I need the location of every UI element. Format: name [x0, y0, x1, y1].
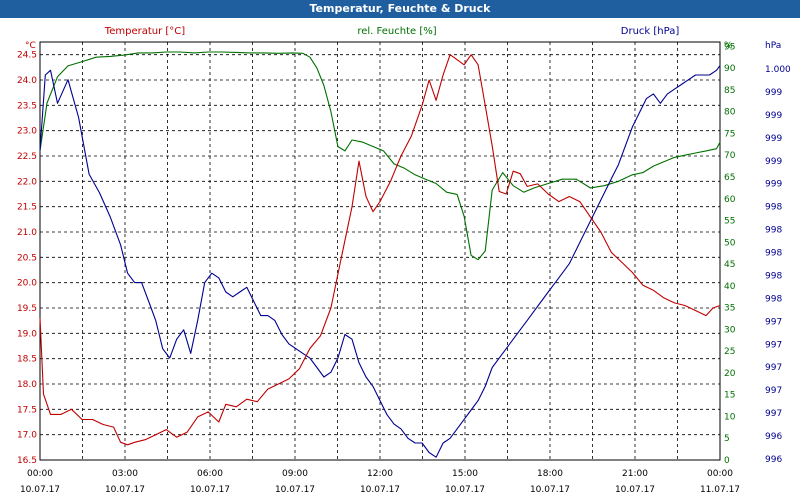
right-tick-label: 60 [724, 195, 736, 205]
x-tick-date: 10.07.17 [275, 485, 315, 495]
pressure-tick-label: 999 [765, 157, 782, 167]
left-tick-label: 17.0 [17, 431, 37, 441]
left-tick-label: 16.5 [17, 456, 37, 466]
pressure-tick-label: 997 [765, 317, 782, 327]
right-tick-label: 75 [724, 129, 735, 139]
right-tick-label: 85 [724, 86, 735, 96]
x-tick-date: 10.07.17 [445, 485, 485, 495]
pressure-tick-label: 997 [765, 386, 782, 396]
left-tick-label: 18.0 [17, 380, 37, 390]
left-tick-label: 23.5 [17, 101, 37, 111]
right-tick-label: 40 [724, 282, 736, 292]
pressure-tick-label: 997 [765, 340, 782, 350]
left-tick-label: 23.0 [17, 127, 37, 137]
right-tick-label: 55 [724, 217, 735, 227]
series-label-pressure: Druck [hPa] [621, 26, 680, 37]
pressure-tick-label: 997 [765, 409, 782, 419]
left-tick-label: 17.5 [17, 405, 37, 415]
x-tick-date: 10.07.17 [20, 485, 60, 495]
pressure-tick-label: 997 [765, 363, 782, 373]
series-label-temperature: Temperatur [°C] [104, 26, 185, 37]
left-tick-label: 22.0 [17, 177, 37, 187]
series-line-pressure [39, 65, 721, 458]
right-tick-label: 10 [724, 412, 736, 422]
x-tick-date: 10.07.17 [190, 485, 230, 495]
pressure-tick-label: 998 [765, 203, 782, 213]
pressure-tick-label: 996 [765, 432, 782, 442]
right-tick-label: 35 [724, 304, 735, 314]
x-tick-date: 10.07.17 [105, 485, 145, 495]
left-axis-unit: °C [25, 41, 36, 51]
pressure-tick-label: 999 [765, 111, 782, 121]
right-tick-label: 0 [724, 456, 730, 466]
pressure-tick-label: 998 [765, 226, 782, 236]
series-label-humidity: rel. Feuchte [%] [357, 26, 436, 37]
right-tick-label: 25 [724, 347, 735, 357]
left-tick-label: 22.5 [17, 152, 37, 162]
x-tick-time: 03:00 [112, 469, 138, 479]
right-tick-label: 80 [724, 108, 736, 118]
right-tick-label: 30 [724, 325, 736, 335]
pressure-tick-label: 999 [765, 134, 782, 144]
x-tick-date: 10.07.17 [360, 485, 400, 495]
right-tick-label: 20 [724, 369, 736, 379]
x-tick-date: 10.07.17 [530, 485, 570, 495]
right-tick-label: 90 [724, 64, 736, 74]
left-tick-label: 24.5 [17, 51, 37, 61]
left-tick-label: 24.0 [17, 76, 37, 86]
left-tick-label: 19.0 [17, 329, 37, 339]
pressure-tick-label: 999 [765, 88, 782, 98]
left-tick-label: 20.0 [17, 279, 37, 289]
right-tick-label: 5 [724, 434, 730, 444]
left-tick-label: 21.0 [17, 228, 37, 238]
right-tick-label: 95 [724, 42, 735, 52]
left-tick-label: 21.5 [17, 203, 37, 213]
left-tick-label: 20.5 [17, 253, 37, 263]
pressure-tick-label: 998 [765, 249, 782, 259]
right-tick-label: 65 [724, 173, 735, 183]
x-tick-date: 10.07.17 [615, 485, 655, 495]
x-tick-time: 12:00 [367, 469, 393, 479]
x-tick-time: 09:00 [282, 469, 308, 479]
right-tick-label: 15 [724, 391, 735, 401]
right-axis-unit: % [724, 41, 733, 51]
pressure-tick-label: 998 [765, 294, 782, 304]
left-tick-label: 19.5 [17, 304, 37, 314]
x-tick-time: 15:00 [452, 469, 478, 479]
pressure-tick-label: 996 [765, 455, 782, 465]
pressure-tick-label: 998 [765, 271, 782, 281]
x-tick-date: 11.07.17 [700, 485, 740, 495]
left-tick-label: 18.5 [17, 355, 37, 365]
pressure-tick-label: 999 [765, 180, 782, 190]
series-line-humidity [39, 51, 721, 261]
x-tick-time: 00:00 [707, 469, 733, 479]
x-tick-time: 18:00 [537, 469, 563, 479]
pressure-tick-label: 1.000 [765, 65, 791, 75]
x-tick-time: 06:00 [197, 469, 223, 479]
chart-title: Temperatur, Feuchte & Druck [0, 0, 800, 18]
pressure-axis-unit: hPa [765, 41, 781, 51]
x-tick-time: 00:00 [27, 469, 53, 479]
right-tick-label: 70 [724, 151, 736, 161]
right-tick-label: 50 [724, 238, 736, 248]
series-line-temperature [39, 54, 721, 446]
right-tick-label: 45 [724, 260, 735, 270]
x-tick-time: 21:00 [622, 469, 648, 479]
